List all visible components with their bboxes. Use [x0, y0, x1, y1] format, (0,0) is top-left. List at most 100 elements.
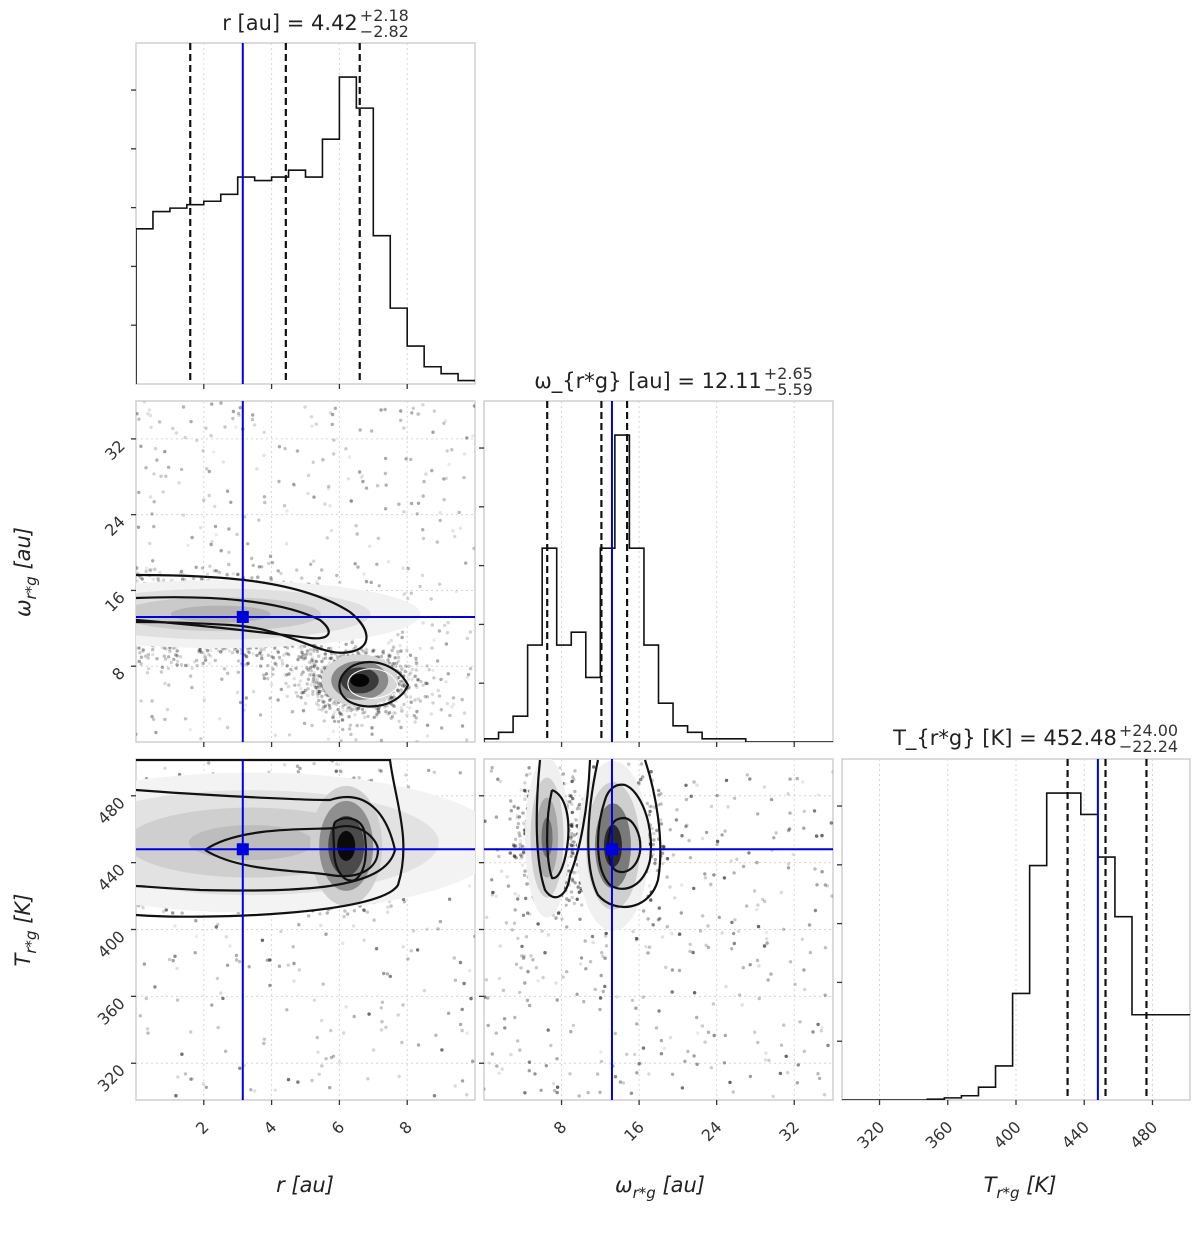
scatter-point: [169, 660, 173, 665]
scatter-point: [402, 702, 406, 707]
scatter-point: [331, 452, 336, 456]
scatter-point: [362, 938, 366, 942]
scatter-point: [266, 677, 270, 681]
scatter-point: [403, 669, 407, 674]
scatter-point: [204, 1085, 208, 1090]
scatter-point: [361, 711, 365, 715]
scatter-point: [474, 665, 475, 668]
contour-mode-2-outer: [338, 660, 410, 708]
scatter-point: [279, 687, 283, 692]
scatter-point: [421, 403, 425, 407]
scatter-point: [179, 663, 184, 667]
scatter-point: [314, 659, 319, 664]
scatter-point: [300, 648, 304, 652]
scatter-point: [328, 698, 332, 702]
scatter-point: [189, 419, 193, 424]
scatter-point: [291, 945, 295, 949]
scatter-point: [151, 717, 156, 721]
scatter-point: [143, 654, 148, 658]
scatter-point: [354, 524, 358, 528]
scatter-point: [334, 769, 338, 773]
scatter-point: [362, 908, 366, 913]
scatter-point: [384, 483, 388, 487]
scatter-point: [436, 927, 440, 931]
scatter-point: [312, 665, 316, 669]
scatter-point: [277, 655, 282, 660]
scatter-point: [194, 919, 198, 923]
scatter-point: [401, 1003, 405, 1007]
scatter-point: [375, 711, 379, 715]
contour-inner: [136, 596, 330, 640]
scatter-point: [399, 706, 403, 710]
scatter-point: [179, 569, 184, 574]
scatter-point: [163, 766, 167, 770]
scatter-point: [409, 700, 413, 704]
scatter-point: [473, 934, 475, 939]
scatter-point: [273, 661, 277, 666]
scatter-point: [137, 659, 141, 664]
scatter-point: [310, 664, 315, 669]
scatter-point: [315, 692, 320, 696]
scatter-point: [300, 645, 304, 649]
scatter-point: [173, 954, 177, 958]
scatter-point: [352, 909, 357, 913]
scatter-point: [150, 512, 154, 516]
scatter-point: [236, 572, 240, 576]
scatter-point: [404, 773, 408, 777]
scatter-point: [295, 449, 300, 453]
scatter-point: [472, 546, 475, 551]
scatter-point: [399, 725, 403, 730]
scatter-point: [197, 648, 201, 652]
scatter-point: [311, 680, 315, 684]
scatter-point: [227, 562, 231, 567]
scatter-point: [151, 652, 155, 657]
scatter-point: [386, 905, 390, 909]
scatter-point: [300, 576, 304, 580]
scatter-point: [318, 685, 322, 689]
y-tick-label: 32: [101, 436, 129, 464]
scatter-point: [317, 681, 321, 685]
scatter-point: [315, 685, 319, 690]
scatter-point: [268, 958, 272, 962]
scatter-point: [268, 958, 272, 962]
scatter-point: [269, 576, 273, 580]
scatter-point: [297, 968, 302, 972]
scatter-point: [438, 511, 442, 515]
scatter-point: [360, 723, 364, 728]
scatter-point: [447, 462, 451, 466]
scatter-point: [324, 932, 328, 936]
scatter-point: [150, 648, 155, 652]
scatter-point: [139, 699, 143, 703]
scatter-point: [188, 674, 193, 678]
scatter-point: [453, 978, 458, 982]
scatter-point: [186, 543, 190, 547]
scatter-point: [306, 473, 311, 478]
gridlines-x: [203, 401, 408, 742]
scatter-point: [425, 695, 430, 699]
scatter-point: [327, 646, 331, 651]
scatter-point: [237, 411, 241, 415]
scatter-point: [183, 717, 188, 721]
scatter-point: [323, 502, 327, 506]
scatter-point: [262, 430, 266, 434]
scatter-point: [432, 638, 436, 642]
scatter-point: [370, 429, 374, 433]
scatter-point: [141, 648, 145, 652]
scatter-point: [199, 650, 204, 655]
scatter-point: [322, 706, 326, 710]
scatter-point: [389, 697, 393, 701]
scatter-point: [400, 667, 404, 671]
scatter-point: [465, 1093, 469, 1097]
scatter-point: [190, 1077, 194, 1081]
scatter-point: [338, 712, 343, 716]
scatter-point: [377, 584, 381, 588]
hist-panel-2-content: [842, 759, 1190, 1100]
scatter-point: [307, 673, 312, 677]
scatter-point: [346, 706, 350, 710]
scatter-point: [270, 654, 274, 659]
scatter-point: [376, 536, 381, 541]
scatter-point: [379, 1028, 384, 1032]
scatter-point: [331, 715, 335, 720]
scatter-point: [320, 1018, 324, 1023]
scatter-point: [183, 1072, 188, 1076]
